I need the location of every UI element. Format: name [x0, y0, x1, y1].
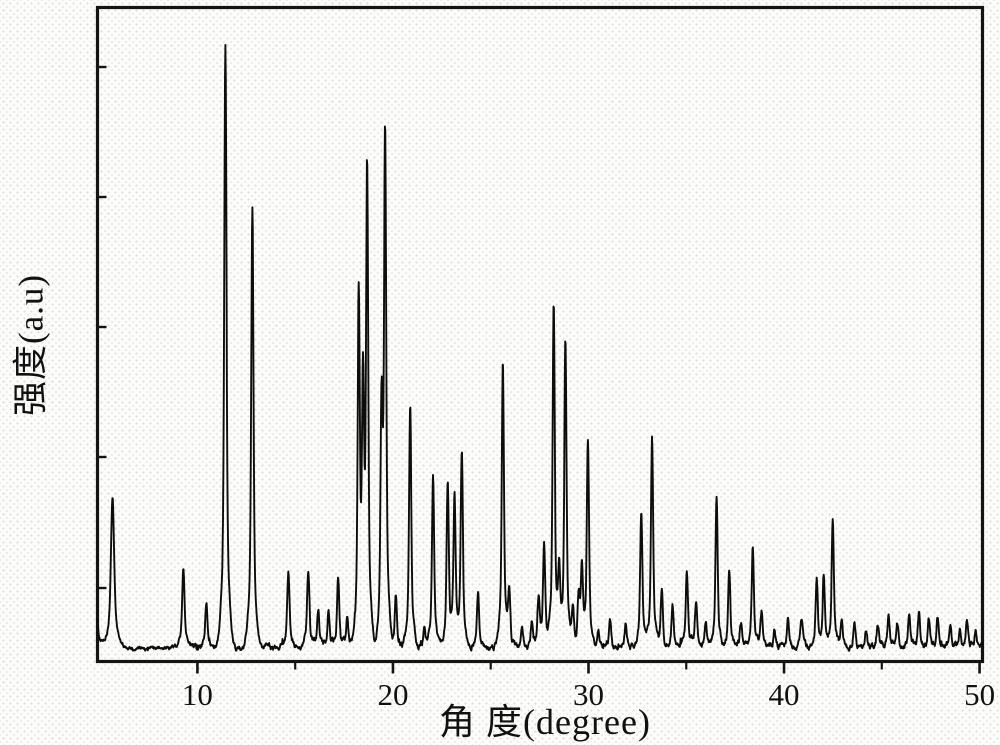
xrd-trace [96, 43, 984, 652]
plot-border [95, 5, 985, 664]
x-tick-label: 40 [769, 677, 800, 712]
x-tick-label: 50 [964, 677, 995, 712]
x-tick-label: 20 [377, 677, 408, 712]
x-axis-label: 角 度(degree) [439, 702, 651, 742]
x-tick-label: 30 [573, 677, 604, 712]
y-axis-label: 强度(a.u) [11, 273, 51, 417]
x-tick-label: 10 [182, 677, 213, 712]
